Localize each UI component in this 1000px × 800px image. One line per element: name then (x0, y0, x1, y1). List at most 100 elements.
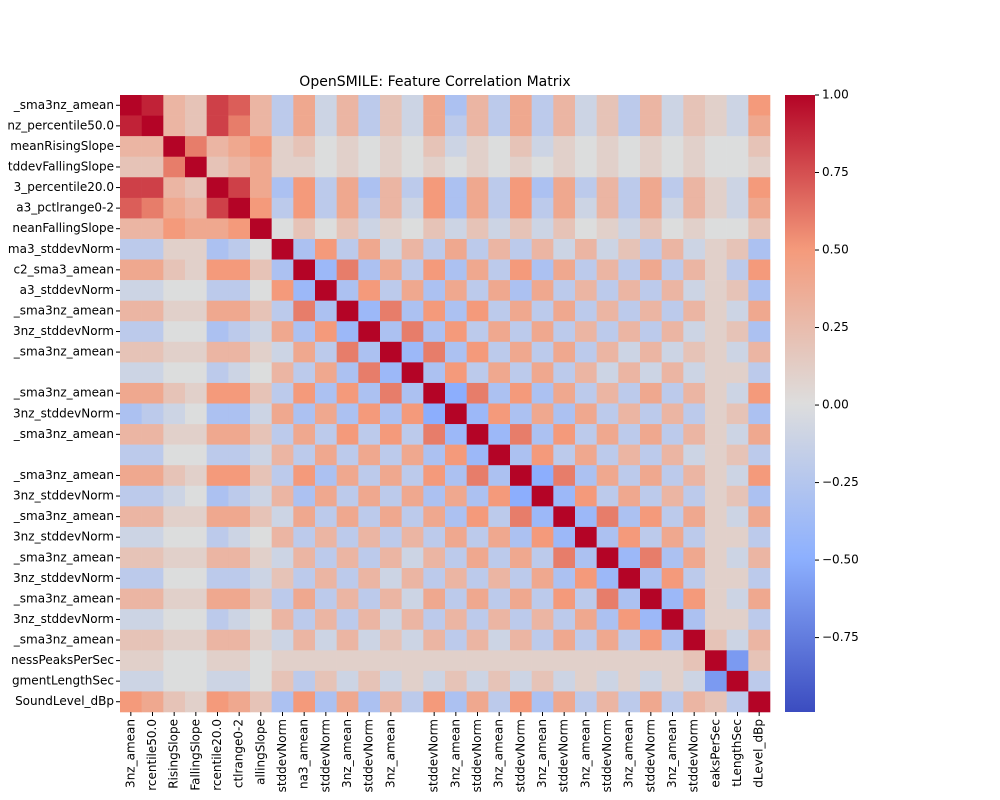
heatmap-cell (120, 650, 142, 672)
heatmap-cell (250, 691, 272, 713)
heatmap-cell (575, 156, 597, 178)
heatmap-cell (163, 300, 186, 322)
heatmap-cell (640, 197, 662, 219)
y-tick-label: 3nz_stddevNorm (13, 612, 114, 626)
heatmap-cell (531, 136, 554, 157)
heatmap-cell (596, 629, 619, 651)
heatmap-cell (206, 526, 229, 548)
heatmap-cell (445, 382, 467, 404)
heatmap-cell (358, 547, 381, 569)
heatmap-cell (661, 156, 684, 178)
x-tick-label: 3nz_amean (492, 719, 506, 788)
heatmap-cell (640, 485, 662, 507)
heatmap-cell (445, 115, 467, 137)
heatmap-cell (271, 547, 294, 569)
heatmap-cell (466, 95, 489, 116)
heatmap-cell (596, 444, 619, 466)
heatmap-cell (401, 403, 424, 425)
heatmap-cell (488, 506, 511, 528)
heatmap-cell (726, 321, 749, 343)
heatmap-cell (163, 321, 186, 343)
heatmap-cell (358, 609, 381, 631)
heatmap-cell (293, 238, 316, 260)
heatmap-cell (120, 670, 142, 692)
heatmap-cell (510, 403, 532, 425)
heatmap-cell (726, 609, 749, 631)
heatmap-cell (748, 136, 771, 157)
heatmap-cell (401, 588, 424, 610)
heatmap-cell (380, 403, 402, 425)
heatmap-cell (531, 670, 554, 692)
heatmap-cell (271, 115, 294, 137)
heatmap-cell (748, 197, 771, 219)
heatmap-cell (640, 362, 662, 384)
heatmap-cell (640, 588, 662, 610)
heatmap-cell (466, 300, 489, 322)
heatmap-cell (206, 670, 229, 692)
heatmap-cell (661, 650, 684, 672)
heatmap-cell (120, 136, 142, 157)
heatmap-cell (358, 403, 381, 425)
heatmap-cell (293, 300, 316, 322)
heatmap-cell (206, 280, 229, 301)
heatmap-cell (293, 629, 316, 651)
heatmap-cell (401, 238, 424, 260)
heatmap-cell (185, 136, 207, 157)
heatmap-cell (553, 506, 576, 528)
heatmap-cell (271, 691, 294, 713)
x-tick-label: 3nz_amean (578, 719, 592, 788)
heatmap-cell (510, 115, 532, 137)
heatmap-cell (358, 218, 381, 240)
heatmap-cell (293, 382, 316, 404)
heatmap-cell (141, 485, 164, 507)
heatmap-cell (661, 218, 684, 240)
heatmap-cell (575, 280, 597, 301)
heatmap-cell (315, 465, 337, 487)
heatmap-cell (271, 670, 294, 692)
heatmap-cell (141, 609, 164, 631)
heatmap-cell (748, 259, 771, 281)
heatmap-cell (575, 321, 597, 343)
heatmap-cell (206, 465, 229, 487)
heatmap-cell (596, 526, 619, 548)
heatmap-cell (315, 650, 337, 672)
heatmap-cell (120, 568, 142, 589)
y-tick-label: _sma3nz_amean (13, 633, 114, 647)
heatmap-cell (531, 197, 554, 219)
heatmap-cell (748, 547, 771, 569)
heatmap-cell (206, 321, 229, 343)
heatmap-cell (510, 650, 532, 672)
heatmap-cell (293, 424, 316, 445)
heatmap-cell (488, 670, 511, 692)
heatmap-cell (380, 650, 402, 672)
heatmap-cell (163, 588, 186, 610)
heatmap-cell (206, 115, 229, 137)
heatmap-cell (163, 547, 186, 569)
heatmap-cell (141, 382, 164, 404)
heatmap-cell (206, 506, 229, 528)
heatmap-cell (206, 95, 229, 116)
heatmap-cell (640, 506, 662, 528)
heatmap-cell (228, 341, 251, 363)
x-tick-label: 3nz_amean (340, 719, 354, 788)
heatmap-cell (228, 95, 251, 116)
colorbar-tick-label: 0.00 (822, 398, 849, 412)
heatmap-cell (683, 424, 706, 445)
heatmap-cell (120, 362, 142, 384)
heatmap-cell (141, 670, 164, 692)
heatmap-cell (596, 588, 619, 610)
heatmap-cell (575, 650, 597, 672)
heatmap-cell (618, 197, 641, 219)
heatmap-cell (618, 156, 641, 178)
chart-title: OpenSMILE: Feature Correlation Matrix (299, 74, 570, 90)
heatmap-cell (640, 609, 662, 631)
heatmap-cell (185, 444, 207, 466)
heatmap-cell (120, 424, 142, 445)
heatmap-cell (596, 300, 619, 322)
heatmap-cell (575, 609, 597, 631)
heatmap-cell (315, 609, 337, 631)
heatmap-cell (315, 526, 337, 548)
heatmap-cell (466, 136, 489, 157)
heatmap-cell (466, 568, 489, 589)
heatmap-cell (661, 95, 684, 116)
